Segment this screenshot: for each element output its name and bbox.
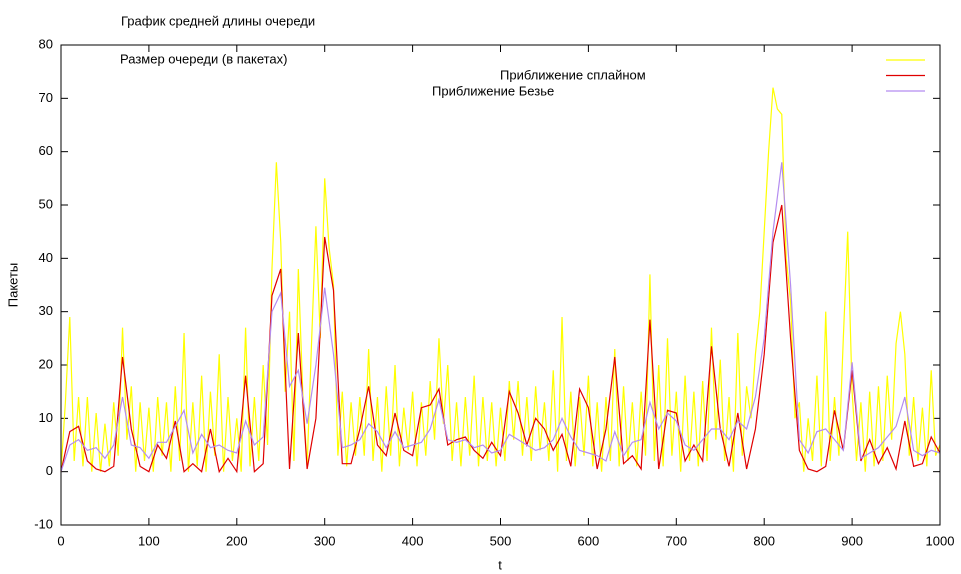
chart-title: График средней длины очереди: [121, 13, 315, 28]
y-tick-label: 40: [39, 250, 53, 265]
y-tick-label: -10: [34, 516, 53, 531]
x-tick-label: 600: [578, 533, 600, 548]
series-line: [60, 87, 941, 472]
x-tick-label: 400: [402, 533, 424, 548]
x-tick-label: 100: [138, 533, 160, 548]
x-tick-label: 300: [314, 533, 336, 548]
x-tick-label: 900: [841, 533, 863, 548]
x-tick-label: 0: [57, 533, 64, 548]
x-tick-label: 200: [226, 533, 248, 548]
y-tick-label: 80: [39, 36, 53, 51]
x-tick-label: 1000: [926, 533, 955, 548]
series-line: [60, 162, 941, 472]
y-tick-label: 70: [39, 90, 53, 105]
legend-label: Размер очереди (в пакетах): [120, 51, 288, 66]
y-tick-label: 50: [39, 196, 53, 211]
x-axis-label: t: [498, 557, 502, 572]
y-tick-label: 0: [46, 463, 53, 478]
y-tick-label: 60: [39, 143, 53, 158]
plot-border: [60, 44, 941, 526]
y-tick-label: 10: [39, 410, 53, 425]
y-axis-label: Пакеты: [5, 263, 20, 308]
x-tick-label: 700: [665, 533, 687, 548]
y-tick-label: 30: [39, 303, 53, 318]
x-tick-label: 500: [490, 533, 512, 548]
y-tick-label: 20: [39, 356, 53, 371]
legend-label: Приближение сплайном: [500, 67, 646, 82]
series-line: [60, 204, 941, 474]
x-tick-label: 800: [753, 533, 775, 548]
legend-label: Приближение Безье: [432, 83, 554, 98]
